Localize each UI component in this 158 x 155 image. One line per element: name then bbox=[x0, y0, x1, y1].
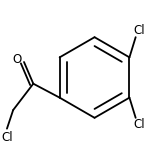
Text: O: O bbox=[12, 53, 22, 66]
Text: Cl: Cl bbox=[134, 117, 145, 131]
Text: Cl: Cl bbox=[134, 24, 145, 38]
Text: Cl: Cl bbox=[1, 131, 13, 144]
